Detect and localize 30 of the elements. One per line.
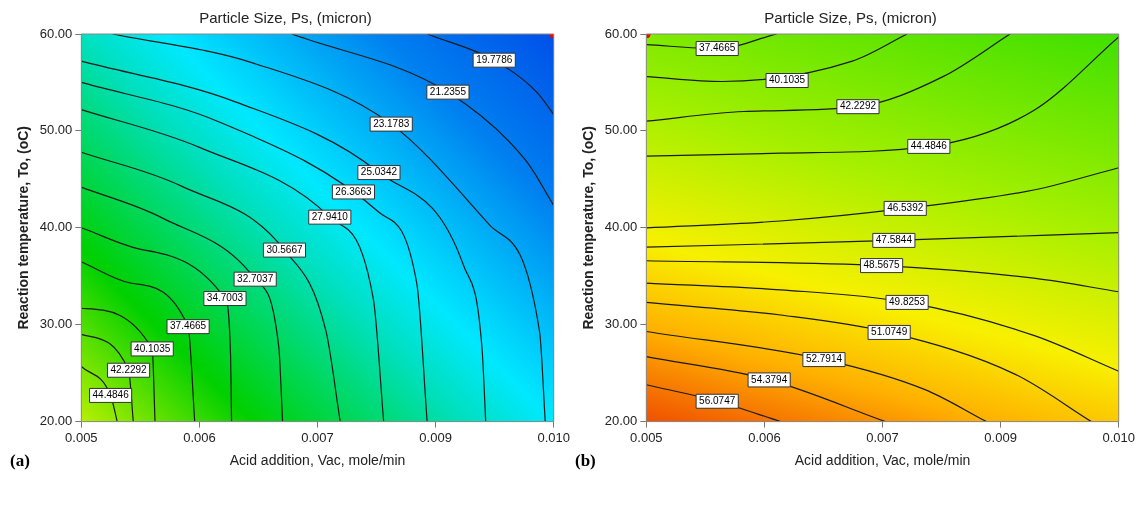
- y-tick-label: 40.00: [604, 219, 638, 235]
- x-axis-title: Acid addition, Vac, mole/min: [794, 452, 971, 469]
- x-tick-label: 0.005: [65, 429, 98, 445]
- y-tick-label: 50.00: [604, 122, 638, 138]
- y-tick-label: 20.00: [604, 413, 638, 429]
- y-axis-title: Reaction temperature, To, (oC): [580, 126, 597, 330]
- x-tick-label: 0.005: [630, 429, 663, 445]
- x-tick-label: 0.007: [866, 429, 899, 445]
- x-tick-label: 0.010: [537, 429, 571, 445]
- y-tick-label: 30.00: [604, 316, 638, 332]
- x-tick-label: 0.007: [301, 429, 334, 445]
- annotation: 26.3663: [335, 185, 372, 197]
- x-tick-label: 0.006: [748, 429, 781, 445]
- text: (b): [575, 451, 596, 470]
- x-tick-label: 0.010: [1102, 429, 1136, 445]
- y-tick-label: 60.00: [39, 25, 73, 41]
- y-tick-label: 50.00: [39, 122, 73, 138]
- chart-title: Particle Size, Ps, (micron): [199, 9, 372, 27]
- y-axis-title: Reaction temperature, To, (oC): [15, 126, 32, 330]
- x-tick-label: 0.009: [419, 429, 452, 445]
- text: (a): [10, 451, 30, 470]
- y-tick-label: 40.00: [39, 219, 73, 235]
- y-tick-label: 30.00: [39, 316, 73, 332]
- chart-title: Particle Size, Ps, (micron): [764, 9, 937, 27]
- x-tick-label: 0.006: [183, 429, 216, 445]
- annotation: 40.1035: [769, 74, 806, 86]
- y-tick-label: 60.00: [604, 25, 638, 41]
- x-axis-title: Acid addition, Vac, mole/min: [229, 452, 406, 469]
- x-tick-label: 0.009: [984, 429, 1017, 445]
- y-tick-label: 20.00: [39, 413, 73, 429]
